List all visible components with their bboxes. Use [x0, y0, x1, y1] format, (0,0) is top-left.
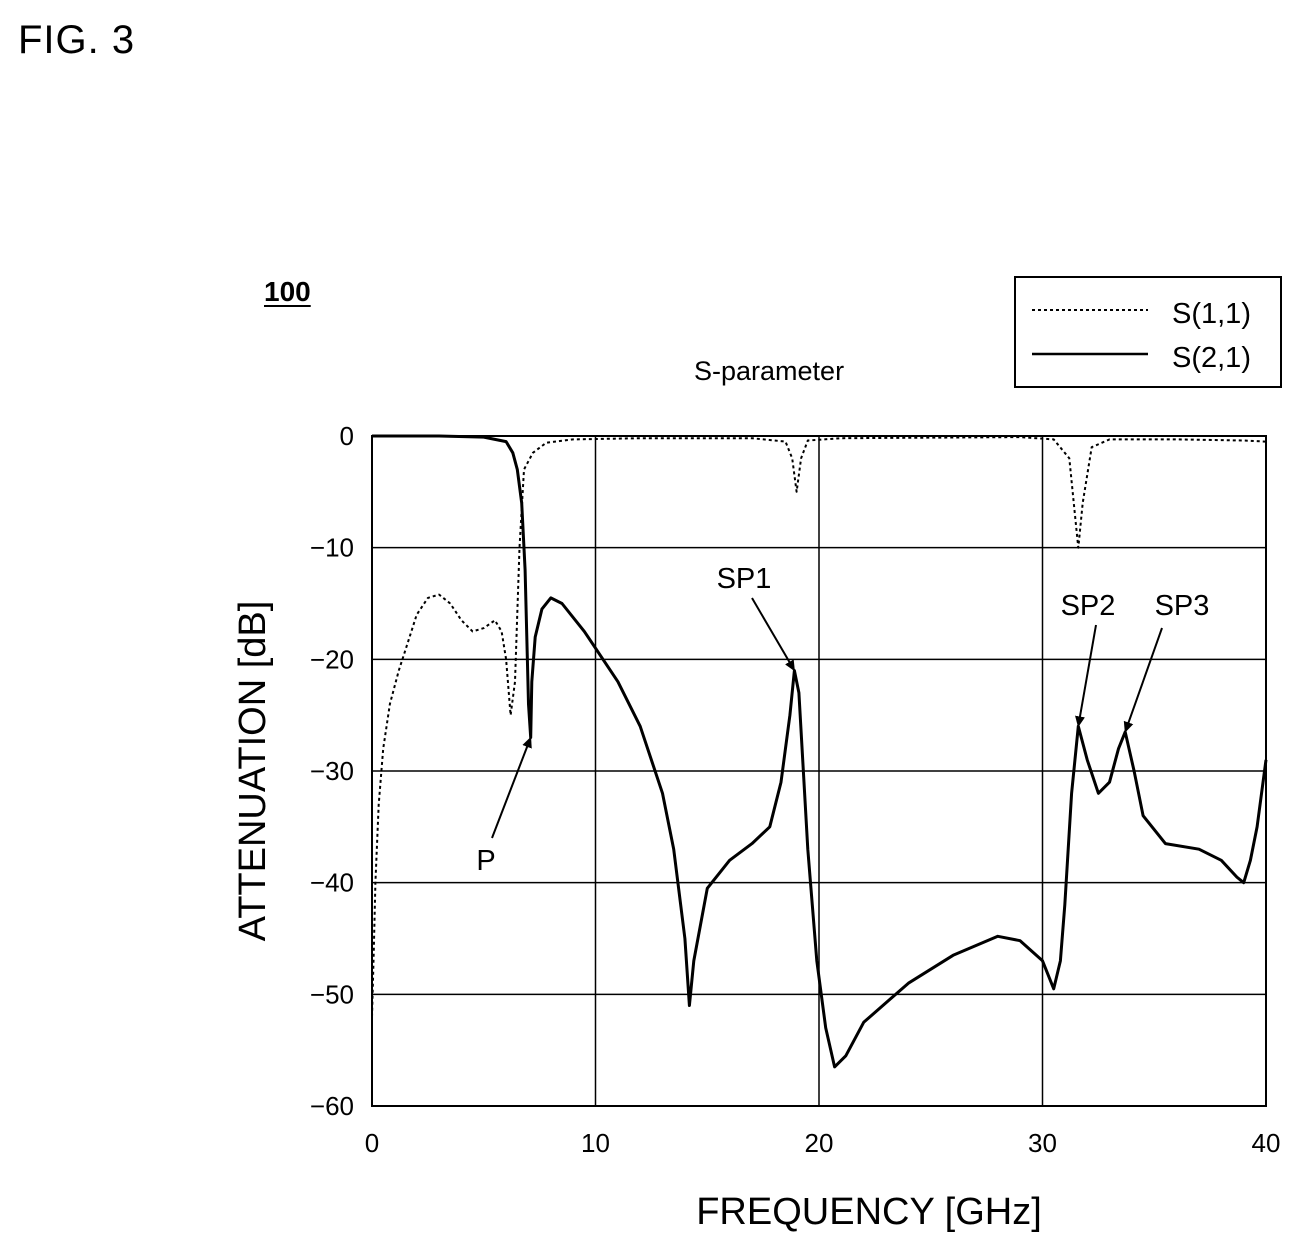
annotation-label: SP1 [717, 563, 772, 595]
annotation-label: P [476, 845, 495, 877]
chart-title: S-parameter [694, 356, 845, 386]
x-tick-label: 20 [805, 1128, 834, 1158]
annotation-label: SP3 [1155, 590, 1210, 622]
series-s21-line [372, 434, 1268, 1069]
y-tick-label: −40 [310, 868, 354, 898]
x-tick-label: 10 [581, 1128, 610, 1158]
y-tick-label: −30 [310, 756, 354, 786]
y-tick-label: −50 [310, 979, 354, 1009]
legend-label-s11: S(1,1) [1172, 298, 1251, 330]
x-tick-label: 30 [1028, 1128, 1057, 1158]
annotation-arrow [751, 597, 796, 672]
y-tick-label: −60 [310, 1091, 354, 1121]
chart-legend: S(1,1) S(2,1) [1014, 276, 1282, 388]
axis-ticks: 0 10 20 30 40 0 −10 −20 −30 −40 −50 −60 [310, 421, 1281, 1158]
y-axis-title: ATTENUATION [dB] [232, 601, 274, 942]
x-tick-label: 40 [1252, 1128, 1281, 1158]
reference-number: 100 [264, 276, 311, 307]
annotation-arrow [1075, 624, 1097, 728]
x-axis-title: FREQUENCY [GHz] [696, 1191, 1042, 1233]
x-tick-label: 0 [365, 1128, 379, 1158]
annotation-label: SP2 [1061, 590, 1116, 622]
legend-swatch-dotted [1032, 309, 1148, 311]
legend-entry-s11: S(1,1) [1030, 298, 1280, 330]
y-tick-label: −20 [310, 644, 354, 674]
annotations: P SP1 SP2 SP3 [476, 563, 1209, 877]
series-lines [371, 434, 1268, 1069]
y-tick-label: −10 [310, 533, 354, 563]
legend-entry-s21: S(2,1) [1030, 342, 1280, 374]
legend-label-s21: S(2,1) [1172, 342, 1251, 374]
legend-swatch-solid [1032, 352, 1148, 356]
grid-lines [372, 436, 1266, 1106]
annotation-arrow [1123, 627, 1163, 733]
y-tick-label: 0 [340, 421, 354, 451]
annotation-arrow [491, 736, 532, 839]
figure-label: FIG. 3 [18, 18, 136, 62]
